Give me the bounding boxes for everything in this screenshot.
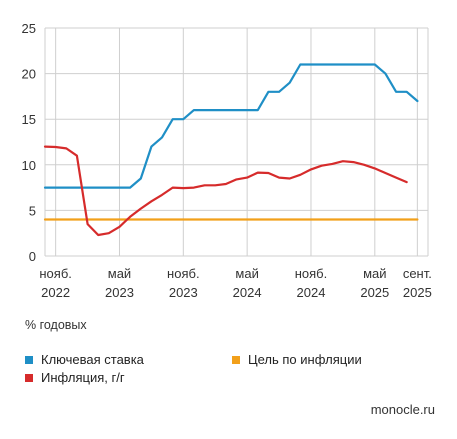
- legend-item-inflation: Инфляция, г/г: [25, 370, 125, 385]
- x-axis: нояб. 2022 май 2023 нояб. 2023 май 2024 нояб. 202…: [39, 266, 432, 300]
- y-tick-label: 0: [29, 249, 36, 264]
- x-tick-label: май: [108, 266, 131, 281]
- x-tick-label-year: 2022: [41, 285, 70, 300]
- legend-label-key-rate: Ключевая ставка: [41, 352, 144, 367]
- legend-item-key-rate: Ключевая ставка: [25, 352, 144, 367]
- grid: [44, 27, 429, 257]
- legend-label-inflation-target: Цель по инфляции: [248, 352, 362, 367]
- source-label: monocle.ru: [370, 402, 435, 417]
- x-tick-label: май: [363, 266, 386, 281]
- x-tick-label-year: 2025: [360, 285, 389, 300]
- series-line-0: [43, 63, 419, 189]
- x-tick-label: сент.: [403, 266, 432, 281]
- legend-swatch-key-rate: [25, 355, 33, 364]
- legend-label-inflation: Инфляция, г/г: [41, 370, 125, 385]
- y-tick-label: 20: [22, 67, 36, 82]
- y-tick-label: 10: [22, 158, 36, 173]
- x-tick-label-year: 2024: [233, 285, 262, 300]
- series: [43, 63, 419, 237]
- legend-item-inflation-target: Цель по инфляции: [232, 352, 362, 367]
- legend-swatch-inflation: [25, 373, 33, 382]
- x-tick-label: нояб.: [295, 266, 328, 281]
- legend-swatch-inflation-target: [232, 355, 240, 364]
- unit-label: % годовых: [25, 318, 87, 332]
- x-tick-label-year: 2025: [403, 285, 432, 300]
- x-tick-label-year: 2023: [105, 285, 134, 300]
- x-tick-label-year: 2023: [169, 285, 198, 300]
- y-tick-label: 15: [22, 112, 36, 127]
- x-tick-label-year: 2024: [297, 285, 326, 300]
- series-line-1: [43, 145, 408, 237]
- x-tick-label: нояб.: [39, 266, 72, 281]
- y-tick-label: 25: [22, 21, 36, 36]
- y-tick-label: 5: [29, 203, 36, 218]
- y-axis: 0 5 10 15 20 25: [22, 21, 36, 264]
- x-tick-label: нояб.: [167, 266, 200, 281]
- x-tick-label: май: [235, 266, 258, 281]
